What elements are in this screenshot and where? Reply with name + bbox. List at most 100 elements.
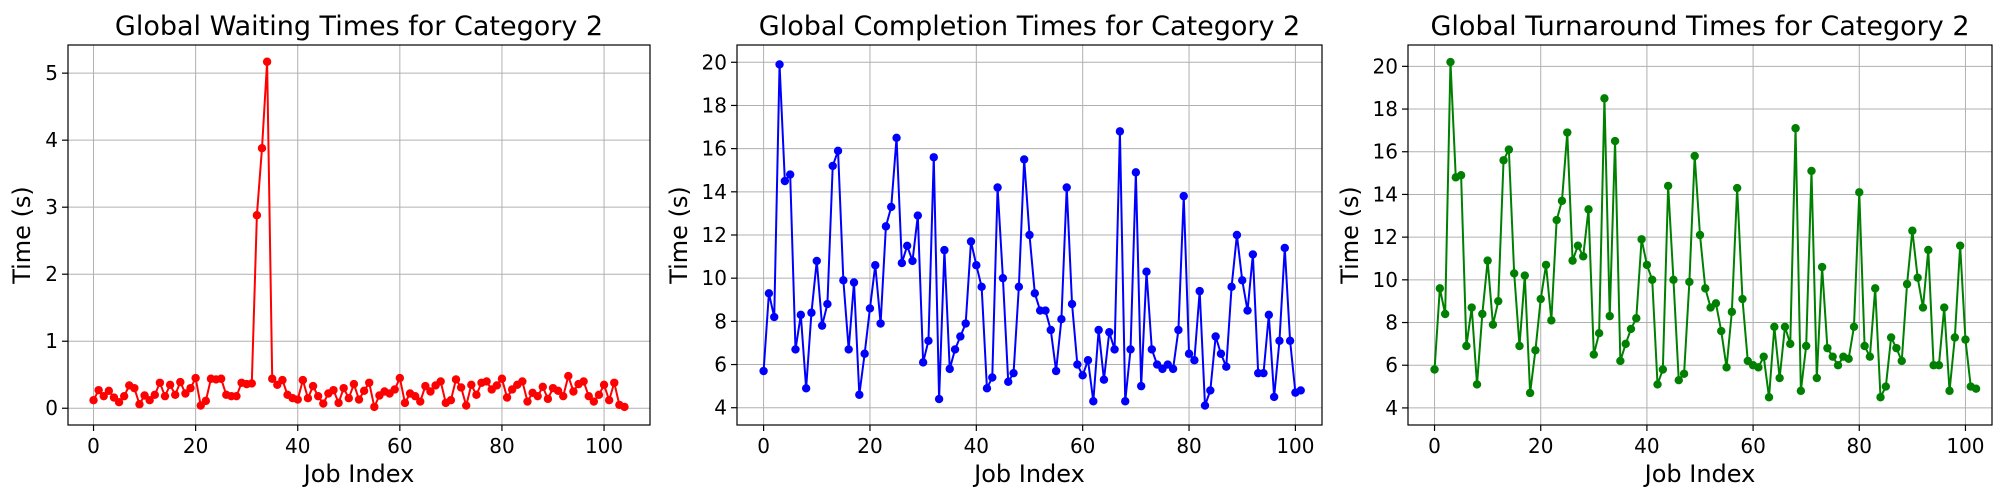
completion-point	[1227, 282, 1236, 292]
waiting-point	[533, 391, 542, 401]
completion-point	[1041, 306, 1050, 315]
completion-point	[998, 273, 1008, 283]
completion-times-chart: 0 20 40 60 80 100 4 6 8 10 12 14 16 18 20 Global Comple…	[665, 11, 1323, 488]
waiting-point	[293, 395, 302, 404]
waiting-point	[426, 387, 435, 396]
turnaround-point	[1823, 343, 1832, 353]
completion-point	[1067, 299, 1077, 309]
waiting-point	[462, 401, 471, 410]
waiting-point	[456, 383, 466, 392]
turnaround-point	[1494, 296, 1503, 306]
turnaround-point	[1886, 333, 1896, 342]
turnaround-point	[1950, 333, 1960, 342]
completion-point	[961, 319, 970, 328]
completion-point	[775, 60, 784, 69]
completion-point	[823, 299, 832, 309]
waiting-point	[482, 377, 491, 386]
waiting-point	[497, 374, 507, 383]
turnaround-point	[1547, 316, 1556, 325]
waiting-point	[395, 373, 405, 383]
turnaround-point	[1833, 361, 1843, 370]
completion-point	[860, 349, 869, 358]
completion-point	[1014, 282, 1024, 292]
turnaround-ytick-label: 20	[1373, 54, 1398, 78]
completion-point	[1206, 386, 1215, 395]
turnaround-point	[1669, 275, 1678, 285]
turnaround-point	[1902, 279, 1912, 289]
waiting-point	[518, 377, 527, 386]
completion-point	[1136, 381, 1146, 391]
completion-ytick-label: 8	[714, 309, 727, 333]
waiting-point	[181, 389, 190, 398]
waiting-point	[114, 398, 124, 407]
waiting-point	[319, 399, 328, 408]
waiting-point	[201, 396, 211, 406]
turnaround-point	[1897, 356, 1906, 366]
waiting-ytick-label: 4	[45, 128, 58, 152]
completion-point	[1099, 375, 1109, 384]
completion-point	[1200, 401, 1210, 410]
waiting-xtick-label: 100	[585, 434, 623, 458]
turnaround-point	[1616, 356, 1625, 366]
waiting-point	[584, 391, 593, 401]
turnaround-xtick-label: 40	[1634, 434, 1659, 458]
turnaround-point	[1653, 380, 1662, 389]
completion-y-axis-label: Time (s)	[665, 186, 693, 285]
turnaround-xtick-label: 20	[1528, 434, 1553, 458]
turnaround-point	[1552, 215, 1561, 225]
turnaround-point	[1648, 275, 1657, 285]
turnaround-point	[1796, 386, 1806, 396]
turnaround-point	[1600, 94, 1609, 103]
completion-point	[1296, 386, 1305, 395]
turnaround-point	[1690, 151, 1699, 161]
turnaround-point	[1525, 388, 1535, 398]
completion-point	[945, 364, 954, 374]
completion-point	[1089, 397, 1098, 406]
turnaround-point	[1472, 380, 1482, 389]
completion-point	[1110, 345, 1119, 354]
waiting-ytick-label: 2	[45, 262, 58, 286]
turnaround-point	[1945, 386, 1954, 396]
waiting-point	[564, 371, 573, 381]
waiting-point	[579, 377, 588, 386]
completion-point	[929, 153, 938, 162]
completion-point	[1115, 127, 1125, 136]
turnaround-point	[1871, 284, 1880, 293]
waiting-point	[130, 383, 139, 393]
turnaround-point	[1924, 245, 1933, 255]
turnaround-point	[1478, 309, 1487, 319]
turnaround-point	[1892, 343, 1901, 353]
waiting-point	[416, 397, 425, 406]
turnaround-ytick-label: 14	[1373, 182, 1398, 206]
turnaround-point	[1440, 309, 1450, 319]
turnaround-point	[1626, 324, 1636, 334]
completion-point	[828, 161, 837, 171]
waiting-y-axis-label: Time (s)	[8, 186, 36, 285]
turnaround-xtick-label: 60	[1740, 434, 1765, 458]
waiting-point	[171, 390, 180, 400]
turnaround-point	[1961, 335, 1970, 344]
completion-xtick-label: 60	[1070, 434, 1095, 458]
completion-point	[1051, 366, 1061, 376]
turnaround-plot-frame	[1407, 44, 1993, 426]
waiting-point	[472, 390, 481, 400]
completion-point	[1126, 345, 1135, 354]
completion-point	[897, 258, 907, 268]
completion-point	[1222, 362, 1231, 371]
turnaround-point	[1770, 322, 1779, 331]
waiting-point	[365, 378, 374, 387]
turnaround-point	[1855, 188, 1864, 197]
waiting-point	[436, 377, 445, 386]
waiting-point	[390, 385, 399, 394]
turnaround-point	[1913, 273, 1922, 282]
turnaround-point	[1637, 235, 1646, 244]
completion-ytick-label: 20	[702, 50, 727, 74]
turnaround-point	[1786, 339, 1795, 349]
completion-point	[1168, 364, 1178, 374]
waiting-point	[334, 398, 343, 408]
turnaround-point	[1456, 171, 1466, 180]
waiting-xtick-label: 0	[87, 434, 100, 458]
completion-xtick-label: 40	[964, 434, 989, 458]
turnaround-point	[1579, 252, 1588, 261]
turnaround-point	[1828, 352, 1837, 361]
